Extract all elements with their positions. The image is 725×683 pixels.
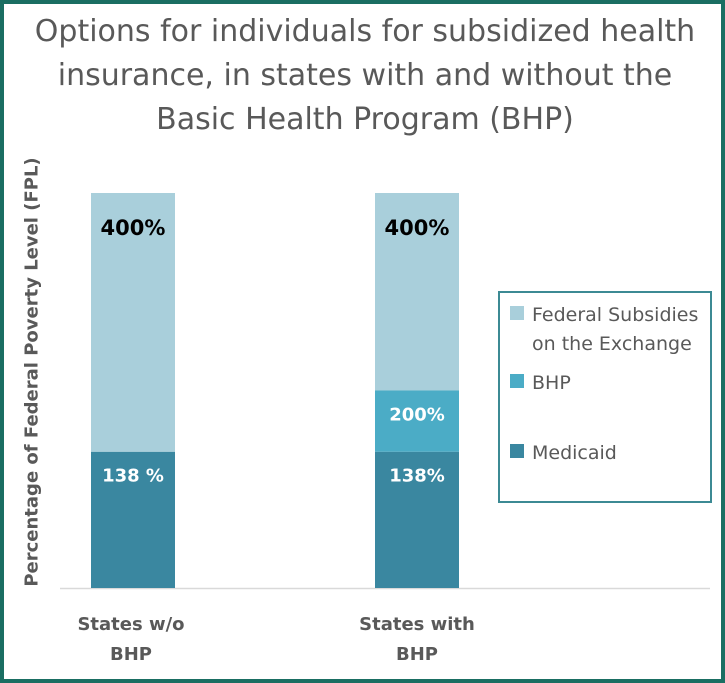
legend: Federal Subsidies on the Exchange BHP Medic… — [498, 291, 712, 503]
chart-title-line-1: Options for individuals for subsidized h… — [34, 14, 696, 49]
x-tick-label-line: BHP — [110, 644, 152, 665]
bar-segment-bhp-1 — [375, 390, 459, 452]
legend-item-0: Federal Subsidies on the Exchange — [510, 301, 712, 359]
legend-swatch — [510, 374, 524, 388]
legend-label-line: Federal Subsidies — [532, 304, 699, 326]
legend-label-line: BHP — [532, 372, 571, 394]
data-label-federal-subsidies-on-the-exchange-0: 400% — [101, 216, 166, 240]
bar-segment-federal-subsidies-on-the-exchange-1 — [375, 193, 459, 391]
chart-title: Options for individuals for subsidized h… — [20, 10, 710, 142]
legend-label-line: on the Exchange — [532, 333, 692, 355]
bar-segment-medicaid-1 — [375, 451, 459, 588]
legend-swatch — [510, 306, 524, 320]
bar-segment-federal-subsidies-on-the-exchange-0 — [91, 193, 175, 452]
x-tick-label-states-without-bhp: States w/o BHP — [51, 610, 211, 670]
data-label-federal-subsidies-on-the-exchange-1: 400% — [385, 216, 450, 240]
data-label-medicaid-1: 138% — [389, 466, 445, 487]
bar-labels-group: 138 % 400% 138% 200% 400% — [101, 216, 450, 487]
legend-item-1: BHP — [510, 369, 712, 398]
x-tick-label-line: BHP — [396, 644, 438, 665]
x-tick-label-line: States w/o — [77, 614, 185, 635]
data-label-medicaid-0: 138 % — [102, 466, 164, 487]
bars-group — [91, 193, 459, 588]
chart-title-line-3: Basic Health Program (BHP) — [156, 102, 574, 137]
x-tick-label-line: States with — [359, 614, 475, 635]
chart-title-line-2: insurance, in states with and without th… — [57, 58, 673, 93]
bar-segment-medicaid-0 — [91, 451, 175, 588]
legend-label: Medicaid — [532, 439, 712, 468]
legend-item-2: Medicaid — [510, 439, 712, 468]
legend-label: Federal Subsidies on the Exchange — [532, 301, 712, 359]
data-label-bhp-1: 200% — [389, 405, 445, 426]
x-tick-label-states-with-bhp: States with BHP — [337, 610, 497, 670]
legend-label: BHP — [532, 369, 712, 398]
legend-swatch — [510, 444, 524, 458]
legend-label-line: Medicaid — [532, 442, 617, 464]
